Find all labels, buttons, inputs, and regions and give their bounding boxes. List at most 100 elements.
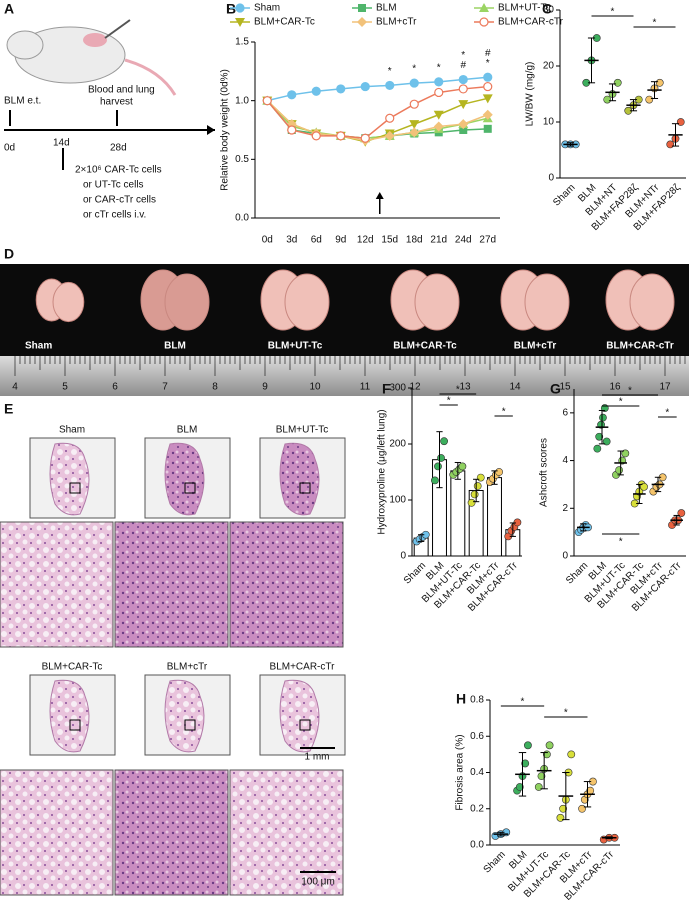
- image-label: BLM: [177, 425, 198, 436]
- ruler-label: 13: [459, 382, 471, 393]
- legend-label: BLM+cTr: [376, 17, 417, 28]
- panel-letter: A: [4, 1, 14, 17]
- scale-label: 1 mm: [305, 752, 330, 763]
- ruler-label: 10: [309, 382, 321, 393]
- point: [595, 432, 604, 441]
- lung-section: [49, 679, 90, 753]
- point: [470, 490, 479, 499]
- marker: [482, 94, 493, 104]
- significance-label: *: [611, 7, 615, 18]
- zoom-image: [114, 769, 229, 896]
- y-tick-label: 200: [389, 439, 406, 450]
- y-axis-label: Hydroxyproline (μg/left lung): [377, 409, 388, 534]
- mouse-tail: [124, 58, 177, 96]
- x-tick-label: Sham: [551, 182, 577, 208]
- panel-letter: C: [542, 1, 552, 17]
- panel-d: D: [0, 246, 689, 396]
- panel-letter: F: [382, 381, 391, 397]
- annotation: *: [486, 58, 490, 69]
- x-tick-label: Sham: [564, 560, 590, 586]
- ruler: [0, 356, 689, 396]
- mouse-head: [6, 30, 44, 60]
- point: [613, 78, 622, 87]
- ruler-label: 4: [12, 382, 18, 393]
- x-tick-label: 24d: [455, 235, 472, 246]
- x-tick-label: 15d: [381, 235, 398, 246]
- series-line: [267, 76, 488, 102]
- lung-section: [279, 679, 320, 753]
- y-tick-label: 30: [543, 5, 555, 16]
- photo-label: BLM+cTr: [514, 341, 557, 352]
- marker: [384, 130, 395, 141]
- y-axis-label: Relative body weight (0d%): [220, 69, 231, 191]
- x-tick-label: 6d: [311, 235, 322, 246]
- point: [640, 482, 648, 491]
- panel-letter: H: [456, 691, 466, 707]
- point: [467, 498, 476, 507]
- point: [593, 444, 602, 453]
- annotation: #: [460, 60, 466, 71]
- zoom-image: [0, 521, 114, 648]
- label: BLM e.t.: [4, 96, 41, 107]
- photo-label: Sham: [25, 341, 52, 352]
- y-tick-label: 0.6: [470, 731, 484, 742]
- image-label: BLM+CAR-cTr: [270, 662, 336, 673]
- legend-label: BLM+UT-Tc: [498, 3, 551, 14]
- marker: [409, 78, 419, 88]
- point: [556, 813, 565, 822]
- legend-label: BLM+CAR-cTr: [498, 17, 564, 28]
- marker: [360, 81, 370, 92]
- significance-label: *: [628, 386, 632, 397]
- point: [615, 466, 624, 475]
- series-line: [266, 85, 488, 139]
- legend-marker: [479, 17, 489, 27]
- ruler-label: 12: [409, 382, 421, 393]
- y-axis-label: Fibrosis area (%): [455, 734, 466, 810]
- y-axis-label: Ashcroft scores: [539, 438, 550, 507]
- lung: [629, 273, 675, 331]
- point: [655, 78, 664, 87]
- y-tick-label: 0.2: [470, 803, 484, 814]
- x-tick-label: 9d: [335, 235, 346, 246]
- y-tick-label: 0.4: [470, 767, 484, 778]
- marker: [433, 121, 444, 132]
- label: 2×10⁶ CAR-Tc cells: [75, 165, 162, 176]
- point: [524, 741, 532, 750]
- lung: [52, 281, 85, 323]
- point: [559, 804, 568, 813]
- marker: [336, 131, 346, 141]
- point: [431, 476, 439, 485]
- y-tick-label: 1.0: [235, 95, 249, 106]
- y-tick-label: 0.5: [235, 154, 249, 165]
- y-tick-label: 0: [548, 173, 554, 184]
- label: 28d: [110, 143, 127, 154]
- annotation: *: [461, 50, 465, 61]
- marker: [287, 90, 297, 100]
- y-tick-label: 6: [562, 407, 568, 418]
- marker: [434, 87, 444, 98]
- point: [666, 140, 675, 149]
- marker: [434, 77, 444, 87]
- point: [434, 462, 442, 471]
- annotation: *: [388, 66, 392, 77]
- point: [567, 750, 576, 759]
- point: [521, 759, 530, 768]
- lung: [524, 273, 570, 331]
- ruler-label: 15: [559, 382, 571, 393]
- significance-label: *: [564, 708, 568, 719]
- image-label: BLM+CAR-Tc: [42, 662, 103, 673]
- marker: [336, 84, 346, 94]
- point: [476, 473, 485, 482]
- y-tick-label: 0: [562, 551, 568, 562]
- marker: [287, 125, 297, 135]
- point: [578, 804, 586, 813]
- y-tick-label: 4: [562, 455, 568, 466]
- ruler-label: 14: [509, 382, 521, 393]
- marker: [458, 119, 469, 130]
- lung-section: [164, 442, 205, 516]
- ruler-label: 5: [62, 382, 68, 393]
- label: or UT-Tc cells: [83, 180, 144, 191]
- zoom-image: [229, 769, 344, 896]
- legend-marker: [358, 4, 366, 12]
- y-tick-label: 0.8: [470, 695, 484, 706]
